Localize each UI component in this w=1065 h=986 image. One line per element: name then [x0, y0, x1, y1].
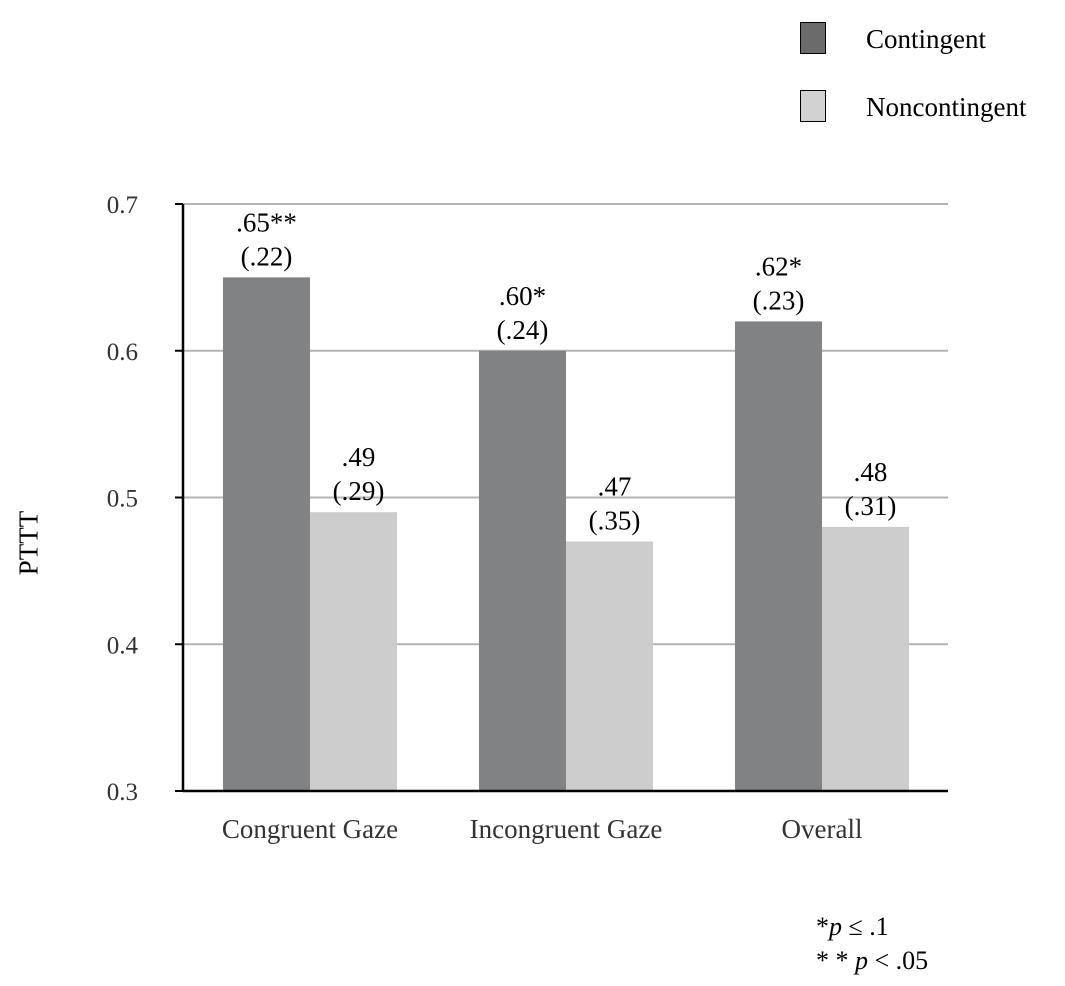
legend-item-noncontingent: Noncontingent [800, 90, 1065, 130]
legend-item-contingent: Contingent [800, 22, 1065, 62]
legend-label-contingent: Contingent [866, 24, 986, 54]
footnote-p-05: * * p < .05 [816, 946, 928, 976]
data-label-sd: (.29) [333, 476, 385, 506]
data-label-sd: (.35) [589, 506, 641, 536]
y-tick-label: 0.5 [107, 486, 138, 513]
footnote-p: p [855, 946, 868, 975]
data-label-sd: (.31) [845, 491, 897, 521]
data-label: .62* [755, 251, 802, 281]
data-label-sd: (.24) [497, 315, 549, 345]
y-axis-label: PTTT [13, 510, 44, 576]
legend-label-noncontingent: Noncontingent [866, 92, 1027, 122]
legend-swatch-noncontingent [800, 90, 826, 122]
legend-swatch-contingent [800, 22, 826, 54]
footnote-stars: * [816, 912, 829, 941]
y-tick-label: 0.7 [107, 192, 138, 219]
footnote-threshold: < .05 [874, 946, 929, 975]
data-label-sd: (.23) [753, 285, 805, 315]
x-tick-label: Overall [782, 814, 863, 844]
bar-contingent [479, 350, 566, 791]
data-label: .65** [236, 207, 297, 237]
data-label: .49 [342, 442, 376, 472]
footnote-p-01: *p ≤ .1 [816, 912, 889, 942]
bar-noncontingent [822, 526, 909, 791]
x-tick-label: Congruent Gaze [222, 814, 398, 844]
y-tick-label: 0.4 [107, 632, 139, 659]
bar-noncontingent [310, 512, 397, 791]
bar-noncontingent [566, 541, 653, 791]
bar-contingent [223, 277, 310, 791]
footnote-threshold: ≤ .1 [848, 912, 889, 941]
data-label-sd: (.22) [241, 241, 293, 271]
footnote-p: p [829, 912, 842, 941]
y-tick-label: 0.3 [107, 779, 138, 806]
y-tick-label: 0.6 [107, 339, 138, 366]
data-label: .47 [598, 472, 632, 502]
footnote-stars: * * [816, 946, 849, 975]
data-label: .60* [499, 281, 546, 311]
bar-contingent [735, 321, 822, 791]
data-label: .48 [854, 457, 888, 487]
x-tick-label: Incongruent Gaze [470, 814, 663, 844]
